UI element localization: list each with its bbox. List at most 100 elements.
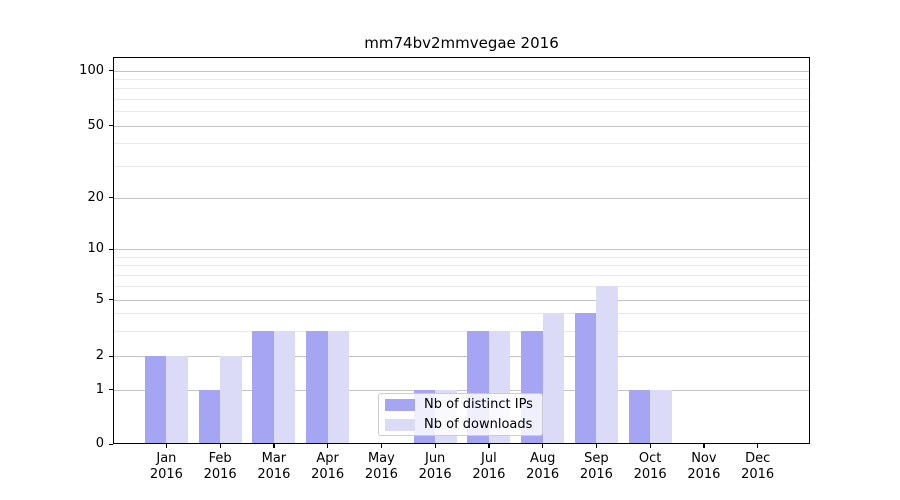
minor-gridline xyxy=(114,265,809,267)
x-tick-month: May xyxy=(367,451,395,466)
x-tick-label: Jun 2016 xyxy=(405,451,465,483)
x-tick-mark xyxy=(219,444,221,448)
x-tick-year: 2016 xyxy=(149,467,183,482)
bar-downloads xyxy=(650,389,672,444)
x-tick-month: Oct xyxy=(638,451,662,466)
x-tick-mark xyxy=(703,444,705,448)
major-gridline xyxy=(114,125,809,127)
legend-item-downloads: Nb of downloads xyxy=(385,416,542,434)
bar-downloads xyxy=(596,286,618,444)
x-tick-mark xyxy=(434,444,436,448)
y-tick-mark xyxy=(109,125,113,127)
x-tick-year: 2016 xyxy=(633,467,667,482)
y-tick-label: 10 xyxy=(87,241,104,256)
y-tick-label: 50 xyxy=(87,117,104,133)
major-gridline xyxy=(114,389,809,391)
major-gridline xyxy=(114,70,809,72)
y-tick-label: 20 xyxy=(87,189,104,205)
y-tick-label: 2 xyxy=(95,348,104,363)
y-tick-mark xyxy=(109,355,113,357)
minor-gridline xyxy=(114,98,809,100)
x-tick-year: 2016 xyxy=(203,467,237,482)
minor-gridline xyxy=(114,313,809,315)
y-tick-mark xyxy=(109,197,113,199)
minor-gridline xyxy=(114,330,809,332)
legend: Nb of distinct IPs Nb of downloads xyxy=(378,393,543,436)
x-tick-label: May 2016 xyxy=(351,451,411,483)
legend-item-distinct-ips: Nb of distinct IPs xyxy=(385,396,542,414)
x-tick-mark xyxy=(380,444,383,448)
y-tick-mark xyxy=(109,248,113,250)
y-tick-label: 0 xyxy=(95,436,104,451)
x-tick-label: Aug 2016 xyxy=(513,451,573,483)
y-tick-mark xyxy=(109,443,113,445)
minor-gridline xyxy=(114,78,809,80)
legend-label-downloads: Nb of downloads xyxy=(424,417,533,432)
x-tick-year: 2016 xyxy=(364,467,398,482)
major-gridline xyxy=(114,356,809,357)
x-tick-label: Nov 2016 xyxy=(674,451,734,483)
x-tick-month: Sep xyxy=(584,451,609,466)
bar-downloads xyxy=(166,356,188,444)
y-tick-mark xyxy=(109,70,113,72)
x-tick-label: Feb 2016 xyxy=(190,451,250,483)
x-tick-label: Sep 2016 xyxy=(566,451,626,483)
bar-downloads xyxy=(220,356,242,444)
bar-distinct-ips xyxy=(252,330,274,444)
x-tick-label: Jan 2016 xyxy=(136,451,196,483)
major-gridline xyxy=(114,249,809,250)
x-tick-year: 2016 xyxy=(687,467,721,482)
legend-label-distinct-ips: Nb of distinct IPs xyxy=(424,397,533,412)
x-tick-year: 2016 xyxy=(418,467,452,482)
x-tick-month: Jan xyxy=(156,451,177,466)
x-tick-year: 2016 xyxy=(257,467,291,482)
x-tick-year: 2016 xyxy=(311,467,345,482)
x-tick-mark xyxy=(273,444,275,448)
bar-distinct-ips xyxy=(628,389,651,444)
x-tick-mark xyxy=(488,444,490,448)
x-tick-month: Jul xyxy=(481,451,497,466)
x-tick-month: Dec xyxy=(745,451,771,466)
minor-gridline xyxy=(114,88,809,90)
bar-downloads xyxy=(542,313,565,444)
x-tick-month: Aug xyxy=(529,451,556,466)
x-tick-year: 2016 xyxy=(579,467,613,482)
legend-swatch-downloads-icon xyxy=(385,418,415,431)
chart-title: mm74bv2mmvegae 2016 xyxy=(364,34,559,52)
x-tick-year: 2016 xyxy=(526,467,560,482)
x-tick-label: Apr 2016 xyxy=(298,451,358,483)
minor-gridline xyxy=(114,286,809,288)
x-tick-label: Jul 2016 xyxy=(459,451,519,483)
minor-gridline xyxy=(114,274,809,276)
x-tick-month: Feb xyxy=(208,451,232,466)
minor-gridline xyxy=(114,111,809,113)
plot-frame xyxy=(113,57,810,444)
minor-gridline xyxy=(114,165,809,167)
minor-gridline xyxy=(114,143,809,145)
x-tick-month: Mar xyxy=(261,451,287,466)
x-tick-mark xyxy=(542,444,544,448)
x-tick-mark xyxy=(649,444,651,448)
y-tick-mark xyxy=(109,389,113,391)
x-tick-label: Mar 2016 xyxy=(244,451,304,483)
x-tick-month: Apr xyxy=(316,451,339,466)
y-tick-mark xyxy=(109,299,113,301)
bar-distinct-ips xyxy=(198,389,221,444)
x-tick-year: 2016 xyxy=(472,467,506,482)
minor-gridline xyxy=(114,256,809,258)
x-tick-mark xyxy=(595,444,598,448)
legend-swatch-distinct-ips-icon xyxy=(385,398,415,411)
bar-distinct-ips xyxy=(574,313,597,444)
bar-downloads xyxy=(327,330,350,444)
x-tick-mark xyxy=(165,444,168,448)
bar-distinct-ips xyxy=(306,330,328,444)
y-tick-label: 100 xyxy=(79,62,104,78)
bar-distinct-ips xyxy=(144,356,167,444)
x-tick-month: Nov xyxy=(691,451,717,466)
bar-downloads xyxy=(273,330,296,444)
x-tick-year: 2016 xyxy=(741,467,775,482)
major-gridline xyxy=(114,299,809,301)
x-tick-label: Oct 2016 xyxy=(620,451,680,483)
x-tick-month: Jun xyxy=(424,451,446,466)
